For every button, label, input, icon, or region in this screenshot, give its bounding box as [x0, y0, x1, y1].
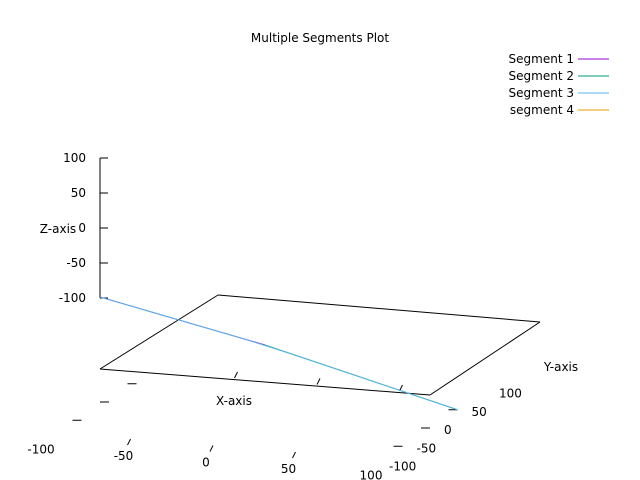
- y-axis-line: [429, 321, 541, 396]
- y-tick-label: -100: [389, 460, 416, 474]
- x-tick-back: [316, 378, 321, 385]
- legend-label: Segment 2: [509, 69, 574, 83]
- y-tick-label: 50: [472, 405, 487, 419]
- x-tick: [209, 445, 214, 452]
- z-tick-label: -100: [59, 291, 86, 305]
- x-tick: [292, 451, 296, 459]
- x-tick-label: 0: [202, 456, 210, 470]
- y-tick-label: -50: [417, 441, 437, 455]
- z-axis-label: Z-axis: [40, 222, 76, 236]
- axes-frame: [99, 158, 541, 396]
- legend-label: Segment 3: [509, 86, 574, 100]
- x-tick-label: 100: [360, 469, 383, 480]
- z-tick-label: 50: [71, 186, 86, 200]
- z-tick-label: 100: [63, 151, 86, 165]
- series-line-3: [99, 296, 458, 411]
- x-axis-label: X-axis: [216, 394, 252, 408]
- x-tick-label: -100: [27, 443, 54, 457]
- back-x-line: [217, 294, 541, 323]
- legend-label: segment 4: [510, 103, 574, 117]
- back-y-line: [99, 294, 219, 370]
- legend: Segment 1 Segment 2 Segment 3 segment 4: [509, 52, 609, 117]
- y-tick-label: 100: [499, 387, 522, 401]
- x-tick-label: -50: [114, 449, 134, 463]
- legend-label: Segment 1: [509, 52, 574, 66]
- tick-marks: [72, 157, 458, 459]
- x-tick: [127, 438, 131, 446]
- x-tick-back: [234, 371, 238, 379]
- z-tick-label: -50: [66, 256, 86, 270]
- z-tick-label: 0: [78, 221, 86, 235]
- chart-title: Multiple Segments Plot: [251, 31, 389, 45]
- series-lines: [99, 296, 458, 411]
- x-axis-line: [99, 368, 431, 396]
- x-tick-label: 50: [281, 462, 296, 476]
- y-axis-label: Y-axis: [543, 360, 578, 374]
- y-tick-label: 0: [444, 423, 452, 437]
